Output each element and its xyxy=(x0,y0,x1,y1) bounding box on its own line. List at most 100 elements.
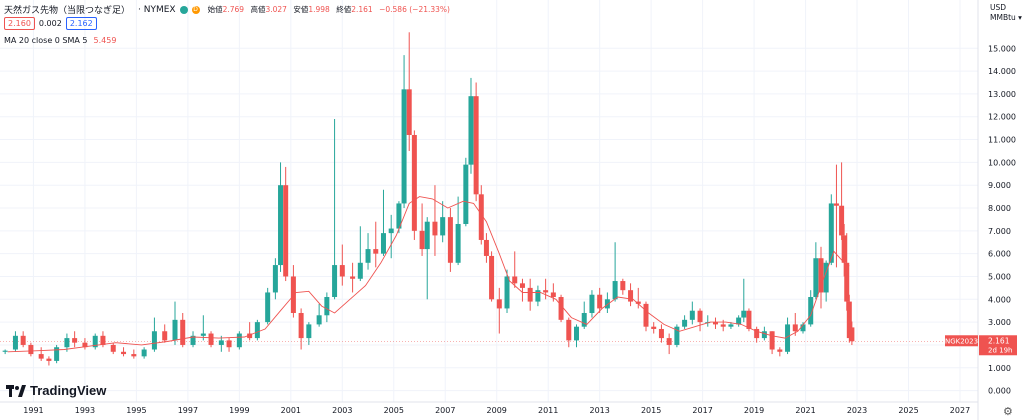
candle-body xyxy=(643,303,649,327)
candle-body xyxy=(478,194,484,240)
high-label: 高値 xyxy=(250,5,266,14)
gear-icon[interactable]: ⚙ xyxy=(1003,405,1013,418)
close-value: 2.161 xyxy=(351,5,373,14)
candle-body xyxy=(226,340,232,348)
candle-body xyxy=(666,338,672,345)
indicator-legend[interactable]: MA 20 close 0 SMA 5 5.459 xyxy=(4,36,116,45)
candle-body xyxy=(12,335,18,350)
candle-body xyxy=(597,294,603,309)
candle-body xyxy=(612,281,618,300)
candle-body xyxy=(736,317,742,325)
symbol-title[interactable]: 天然ガス先物（当限つなぎ足） xyxy=(4,6,131,16)
candle-body xyxy=(208,333,214,345)
y-tick-label: 11.000 xyxy=(988,136,1016,145)
candle-body xyxy=(512,276,518,284)
x-tick-label: 2023 xyxy=(847,406,867,415)
candle-body xyxy=(844,262,850,302)
bid-ask-row: 2.160 0.002 2.162 xyxy=(4,17,97,30)
candle-body xyxy=(332,265,338,298)
candle-body xyxy=(818,258,824,293)
unit-label: MMBtu xyxy=(990,13,1016,22)
candle-body xyxy=(388,228,394,234)
x-tick-label: 1991 xyxy=(23,406,43,415)
candle-body xyxy=(380,233,386,254)
candle-body xyxy=(162,331,168,341)
candle-body xyxy=(265,292,271,323)
candle-body xyxy=(339,265,345,277)
bid-button[interactable]: 2.160 xyxy=(4,17,35,30)
candle-body xyxy=(823,262,829,293)
y-tick-label: 14.000 xyxy=(988,67,1016,76)
x-tick-label: 2019 xyxy=(744,406,764,415)
x-tick-label: 2015 xyxy=(641,406,661,415)
candle-body xyxy=(841,235,847,263)
y-tick-label: 0.000 xyxy=(988,387,1011,396)
spread-value: 0.002 xyxy=(38,19,62,28)
x-tick-label: 2027 xyxy=(950,406,970,415)
chart-header: 天然ガス先物（当限つなぎ足） · NYMEX D 始値2.769 高値3.027… xyxy=(4,3,454,17)
x-tick-label: 2011 xyxy=(538,406,558,415)
candle-body xyxy=(689,310,695,320)
exchange-label: · NYMEX xyxy=(138,4,176,15)
tradingview-logo[interactable]: TradingView xyxy=(6,383,106,398)
candle-body xyxy=(278,185,284,266)
x-tick-label: 2013 xyxy=(589,406,609,415)
candle-body xyxy=(365,249,371,263)
candle-body xyxy=(468,96,474,165)
candle-body xyxy=(141,349,147,357)
candle-body xyxy=(658,328,664,339)
candle-body xyxy=(785,324,791,352)
candle-body xyxy=(682,319,688,327)
candle-body xyxy=(455,223,461,263)
y-tick-label: 3.000 xyxy=(988,318,1011,327)
candle-body xyxy=(100,335,106,345)
candle-body xyxy=(411,134,417,231)
x-tick-label: 1999 xyxy=(229,406,249,415)
candle-body xyxy=(419,230,425,250)
candle-body xyxy=(272,265,278,293)
open-label: 始値 xyxy=(207,5,223,14)
candle-body xyxy=(697,310,703,323)
candle-body xyxy=(777,349,783,352)
x-tick-label: 2017 xyxy=(692,406,712,415)
open-value: 2.769 xyxy=(222,5,245,14)
candle-body xyxy=(728,324,734,327)
countdown-label: 2d 19h xyxy=(988,346,1012,354)
candle-body xyxy=(813,258,819,298)
close-label: 終値 xyxy=(336,5,352,14)
candle-body xyxy=(754,328,760,339)
data-delay-badge: D xyxy=(191,5,200,14)
candle-body xyxy=(38,354,44,359)
candle-body xyxy=(2,350,8,352)
candle-body xyxy=(121,351,127,355)
candle-body xyxy=(504,276,510,309)
candle-body xyxy=(581,312,587,327)
candle-body xyxy=(846,301,852,339)
ask-button[interactable]: 2.162 xyxy=(65,17,97,30)
candle-body xyxy=(792,324,798,332)
candle-body xyxy=(92,335,98,348)
candle-body xyxy=(635,301,641,304)
candle-body xyxy=(628,290,634,302)
x-tick-label: 1995 xyxy=(126,406,146,415)
candle-body xyxy=(849,327,855,342)
y-tick-label: 10.000 xyxy=(988,158,1016,167)
currency-unit-selector[interactable]: USD MMBtu ▾ xyxy=(990,3,1022,23)
candle-body xyxy=(463,164,469,224)
candle-body xyxy=(550,292,556,298)
x-tick-label: 2003 xyxy=(332,406,352,415)
y-tick-label: 13.000 xyxy=(988,90,1016,99)
candle-body xyxy=(620,281,626,291)
candle-body xyxy=(833,203,839,206)
candle-body xyxy=(828,203,834,263)
price-tag-box xyxy=(979,335,1017,356)
candle-body xyxy=(489,255,495,300)
candle-body xyxy=(401,89,407,204)
candle-body xyxy=(808,297,814,325)
candle-body xyxy=(440,217,446,236)
candle-body xyxy=(131,354,137,357)
ohlc-values: 始値2.769 高値3.027 安値1.998 終値2.161 −0.586 (… xyxy=(208,4,454,15)
y-tick-label: 4.000 xyxy=(988,295,1011,304)
candle-body xyxy=(64,338,70,348)
